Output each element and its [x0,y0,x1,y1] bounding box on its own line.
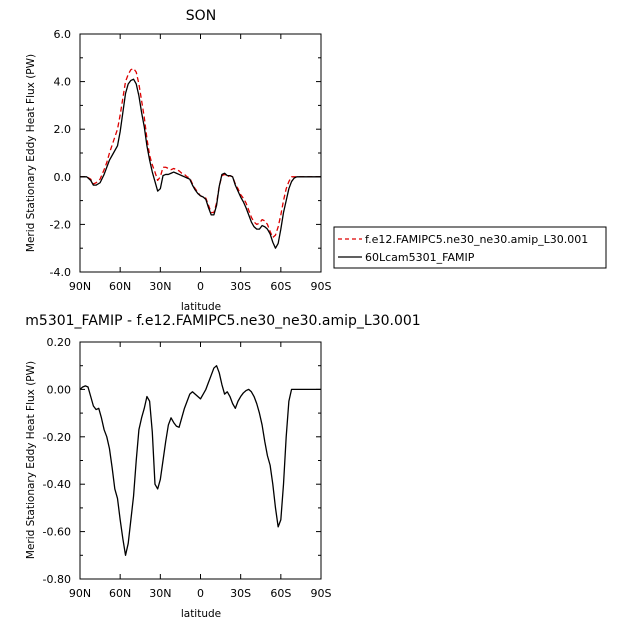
y-tick-label: -4.0 [50,266,71,279]
y-tick-label: -2.0 [50,218,71,231]
y-tick-label: 0.0 [54,171,72,184]
x-tick-label: 90N [69,587,91,600]
panel-top: SON 90N 60N 30N 0 30S 60S 90S -4.0 -2.0 0.0 2.0 4.0… [25,8,332,313]
chart-title-difference: m5301_FAMIP - f.e12.FAMIPC5.ne30_ne30.am… [25,313,420,329]
x-tick-label: 30N [149,587,171,600]
panel-bottom: m5301_FAMIP - f.e12.FAMIPC5.ne30_ne30.am… [25,313,421,620]
legend-label-series-2: 60Lcam5301_FAMIP [365,251,475,264]
x-tick-label: 60S [270,587,291,600]
y-tick-label: -0.20 [43,431,71,444]
y-axis-label: Merid Stationary Eddy Heat Flux (PW) [25,54,37,252]
x-axis-label: latitude [181,301,221,313]
legend: f.e12.FAMIPC5.ne30_ne30.amip_L30.001 60L… [333,226,607,269]
x-tick-label: 30N [149,280,171,293]
x-tick-label: 60N [109,280,131,293]
x-tick-label: 90N [69,280,91,293]
series-line-2 [80,78,321,249]
x-tick-label: 30S [230,280,251,293]
x-tick-label: 60N [109,587,131,600]
y-tick-label: 0.20 [47,336,72,349]
y-tick-label: 0.00 [47,383,72,396]
y-tick-label: 4.0 [54,76,72,89]
legend-label-series-1: f.e12.FAMIPC5.ne30_ne30.amip_L30.001 [365,233,588,246]
legend-box [333,226,607,269]
y-tick-label: 6.0 [54,28,72,41]
y-tick-label: -0.60 [43,526,71,539]
x-tick-label: 90S [311,280,332,293]
y-tick-label: -0.80 [43,573,71,586]
x-tick-label: 30S [230,587,251,600]
x-axis-label-difference: latitude [181,608,221,620]
x-tick-label: 0 [197,280,204,293]
series-line-1 [80,67,321,239]
chart-title: SON [186,8,216,24]
series-line-1 [79,365,321,556]
y-tick-label: -0.40 [43,478,71,491]
x-tick-label: 60S [270,280,291,293]
y-tick-label: 2.0 [54,123,72,136]
x-tick-label: 90S [311,587,332,600]
x-tick-label: 0 [197,587,204,600]
y-axis-label-difference: Merid Stationary Eddy Heat Flux (PW) [25,361,37,559]
plot-frame [79,33,322,273]
